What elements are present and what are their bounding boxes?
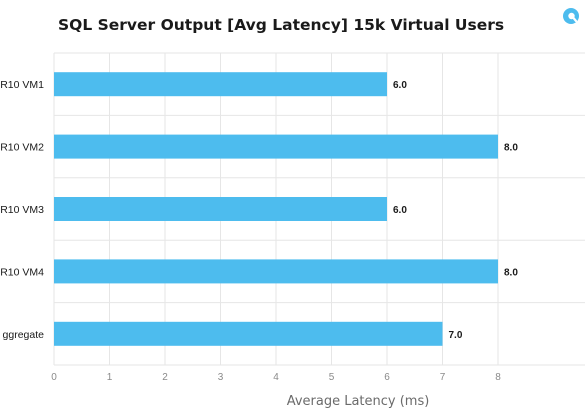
x-tick-label: 8	[495, 372, 501, 383]
y-category-label: ggregate	[3, 329, 45, 341]
x-tick-label: 0	[51, 372, 57, 383]
y-category-label: R10 VM2	[0, 142, 44, 154]
bar-value-label: 8.0	[504, 267, 518, 278]
bar-value-label: 7.0	[449, 330, 463, 341]
bar	[54, 259, 498, 284]
y-category-label: R10 VM4	[0, 266, 44, 278]
bar	[54, 321, 443, 346]
bar	[54, 197, 387, 221]
x-tick-label: 5	[329, 372, 335, 383]
x-tick-label: 6	[384, 372, 390, 383]
bars	[54, 72, 498, 346]
x-tick-label: 4	[273, 372, 279, 383]
y-category-label: R10 VM3	[0, 204, 44, 216]
x-tick-label: 3	[218, 372, 224, 383]
chart-title: SQL Server Output [Avg Latency] 15k Virt…	[58, 16, 505, 34]
x-tick-label: 2	[162, 372, 168, 383]
x-tick-label: 1	[107, 372, 113, 383]
droplet-logo-icon	[563, 8, 579, 24]
x-tick-label: 7	[440, 372, 446, 383]
labels: 0 1 2 3 4 5 6 7 8 R10 VM1 6.0 R10 VM2 8.0 R10 VM3 6.0 R…	[0, 79, 518, 383]
bar	[54, 72, 387, 97]
bar	[54, 134, 498, 159]
bar-value-label: 6.0	[393, 80, 407, 91]
y-category-label: R10 VM1	[0, 79, 44, 91]
x-axis-title: Average Latency (ms)	[287, 394, 430, 409]
bar-value-label: 6.0	[393, 205, 407, 216]
bar-value-label: 8.0	[504, 143, 518, 154]
